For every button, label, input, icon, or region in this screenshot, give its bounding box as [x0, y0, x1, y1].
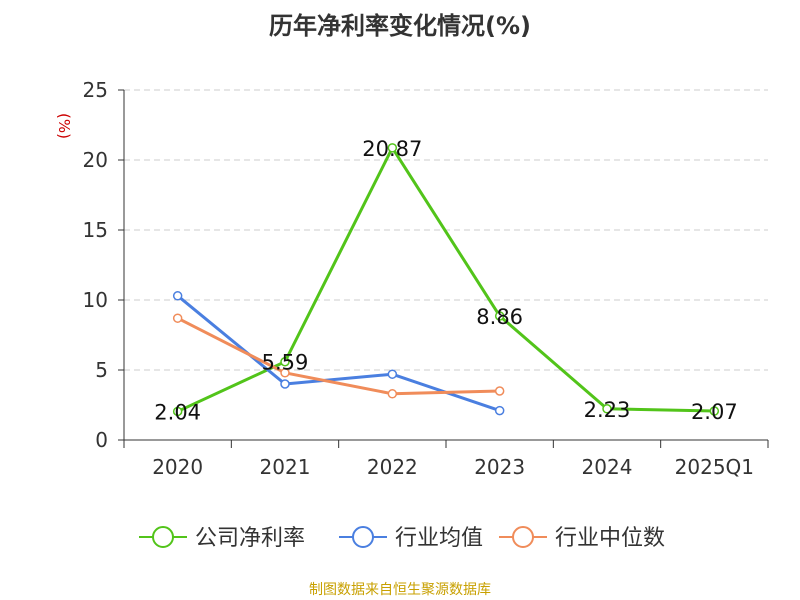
legend-marker [512, 526, 534, 548]
legend: 公司净利率 行业均值 行业中位数 [139, 526, 665, 551]
series-lines [172, 143, 720, 417]
y-tick-label: 25 [83, 78, 108, 102]
y-tick-label: 10 [83, 288, 108, 312]
x-tick-label: 2025Q1 [675, 455, 754, 479]
data-label: 2.23 [584, 398, 631, 422]
data-label: 8.86 [476, 305, 523, 329]
y-tick-label: 15 [83, 218, 108, 242]
data-labels: 2.04 5.59 20.87 8.86 2.23 2.07 [154, 137, 737, 425]
legend-label: 公司净利率 [195, 526, 305, 551]
data-point [172, 406, 183, 417]
y-tick-label: 0 [95, 428, 108, 452]
source-note: 制图数据来自恒生聚源数据库 [309, 582, 491, 598]
series-line [177, 146, 715, 413]
data-point [494, 405, 505, 416]
x-tick-label: 2022 [367, 455, 418, 479]
data-point [709, 406, 720, 416]
y-tick-label: 5 [95, 358, 108, 382]
data-point [387, 389, 398, 399]
data-label: 5.59 [262, 351, 309, 375]
x-tick-label: 2021 [260, 455, 311, 479]
data-point [387, 369, 398, 379]
data-point [387, 143, 398, 153]
y-tick-label: 20 [83, 148, 108, 172]
legend-marker [352, 526, 374, 548]
chart-title: 历年净利率变化情况(%) [269, 12, 531, 40]
data-point [494, 311, 505, 321]
series-line [176, 316, 500, 396]
data-point [602, 404, 612, 414]
axes: 0 5 10 15 20 25 2020 2021 2022 2023 2024 2025Q1 [83, 78, 769, 479]
legend-label: 行业均值 [395, 526, 483, 551]
data-point [172, 313, 183, 323]
data-point [280, 356, 290, 367]
data-label: 20.87 [362, 137, 422, 161]
data-label: 2.04 [154, 400, 201, 424]
x-tick-label: 2023 [474, 455, 525, 479]
legend-label: 行业中位数 [555, 526, 665, 551]
data-label: 2.07 [691, 400, 738, 424]
x-tick-label: 2020 [152, 455, 203, 479]
legend-marker [152, 526, 174, 548]
x-tick-label: 2024 [582, 455, 633, 479]
data-point [280, 379, 290, 389]
data-point [494, 386, 505, 396]
data-point [280, 368, 290, 378]
data-point [172, 291, 183, 301]
